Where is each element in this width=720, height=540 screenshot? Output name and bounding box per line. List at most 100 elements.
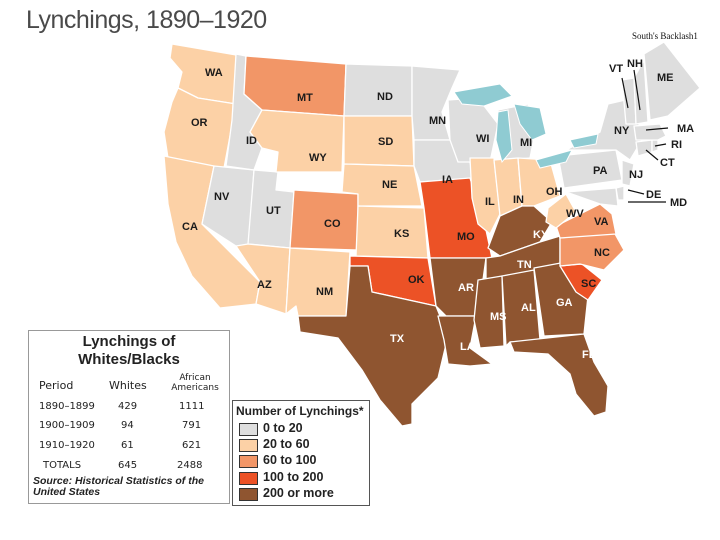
state-mn <box>411 65 461 141</box>
state-label-ar: AR <box>458 282 474 294</box>
legend-label: 200 or more <box>263 486 334 500</box>
header-whites: Whites <box>109 379 147 392</box>
table-row: 1900–1909 94 791 <box>29 420 229 438</box>
legend-swatch <box>239 455 258 468</box>
header-period: Period <box>39 379 74 392</box>
state-mt <box>243 55 347 117</box>
state-label-nd: ND <box>377 91 393 103</box>
cell-period: TOTALS <box>43 460 82 471</box>
legend-label: 20 to 60 <box>263 437 310 451</box>
state-label-wv: WV <box>566 208 584 220</box>
state-wv <box>545 193 577 229</box>
state-label-ri: RI <box>671 139 682 151</box>
state-label-ga: GA <box>556 297 573 309</box>
legend-swatch <box>239 488 258 501</box>
cell-african: 2488 <box>177 460 203 471</box>
state-label-al: AL <box>521 302 536 314</box>
cell-period: 1890–1899 <box>39 401 95 412</box>
state-label-ok: OK <box>408 274 425 286</box>
state-label-va: VA <box>594 216 609 228</box>
state-label-tn: TN <box>517 259 532 271</box>
lake-ontario <box>569 133 599 149</box>
leader-line <box>633 69 641 111</box>
state-label-de: DE <box>646 189 661 201</box>
header-african-line2: Americans <box>171 383 219 393</box>
legend-swatch <box>239 439 258 452</box>
lake-michigan <box>495 109 513 164</box>
leader-line <box>627 189 645 195</box>
state-md <box>565 187 619 207</box>
state-il <box>469 157 501 235</box>
state-label-az: AZ <box>257 279 272 291</box>
state-label-in: IN <box>513 194 524 206</box>
state-label-or: OR <box>191 117 208 129</box>
state-label-il: IL <box>485 196 495 208</box>
leader-line <box>645 149 659 161</box>
state-label-mn: MN <box>429 115 446 127</box>
state-label-nj: NJ <box>629 169 643 181</box>
state-label-mt: MT <box>297 92 313 104</box>
cell-whites: 429 <box>118 401 138 412</box>
legend-title: Number of Lynchings* <box>236 404 364 418</box>
cell-whites: 94 <box>121 420 134 431</box>
map-legend: Number of Lynchings* 0 to 20 20 to 60 60… <box>232 400 370 506</box>
state-label-me: ME <box>657 72 674 84</box>
cell-african: 791 <box>182 420 202 431</box>
cell-african: 621 <box>182 440 202 451</box>
state-label-pa: PA <box>593 165 608 177</box>
state-label-la: LA <box>460 341 475 353</box>
state-va <box>555 203 617 239</box>
state-label-id: ID <box>246 135 257 147</box>
lynchings-table: Lynchings of Whites/Blacks Period Whites… <box>28 330 230 504</box>
state-label-sc: SC <box>581 278 596 290</box>
state-label-wa: WA <box>205 67 223 79</box>
state-label-fl: FL <box>582 349 596 361</box>
state-label-tx: TX <box>390 333 405 345</box>
state-label-ca: CA <box>182 221 198 233</box>
lake-erie <box>535 149 573 169</box>
legend-swatch <box>239 472 258 485</box>
legend-label: 100 to 200 <box>263 470 324 484</box>
table-title-line2: Whites/Blacks <box>78 351 180 368</box>
table-row-totals: TOTALS 645 2488 <box>29 460 229 478</box>
leader-line <box>654 143 667 147</box>
map-subtitle: South's Backlash1 <box>632 31 698 41</box>
state-label-oh: OH <box>546 186 563 198</box>
legend-label: 60 to 100 <box>263 453 317 467</box>
state-label-mo: MO <box>457 231 475 243</box>
state-label-ct: CT <box>660 157 675 169</box>
state-label-ky: KY <box>533 229 549 241</box>
state-label-ms: MS <box>490 311 507 323</box>
state-wi <box>447 97 499 163</box>
leader-line <box>621 77 629 109</box>
cell-period: 1900–1909 <box>39 420 95 431</box>
state-ks <box>355 205 429 259</box>
state-fl <box>509 333 609 417</box>
state-ma <box>633 123 667 141</box>
state-nm <box>285 247 351 317</box>
state-label-md: MD <box>670 197 687 209</box>
state-nh <box>633 59 649 125</box>
lake-superior <box>453 83 513 107</box>
state-label-wy: WY <box>309 152 327 164</box>
header-african-line1: African <box>179 373 211 383</box>
state-label-ut: UT <box>266 205 281 217</box>
state-label-nm: NM <box>316 286 333 298</box>
state-label-mi: MI <box>520 137 532 149</box>
leader-line <box>645 127 669 131</box>
table-title: Lynchings of Whites/Blacks <box>29 333 229 369</box>
cell-whites: 61 <box>121 440 134 451</box>
state-label-nc: NC <box>594 247 610 259</box>
state-label-nv: NV <box>214 191 230 203</box>
state-label-ia: IA <box>442 174 453 186</box>
state-label-sd: SD <box>378 136 393 148</box>
state-label-ne: NE <box>382 179 397 191</box>
state-nd <box>343 63 413 117</box>
state-label-vt: VT <box>609 63 623 75</box>
state-label-co: CO <box>324 218 341 230</box>
state-wy <box>249 109 345 173</box>
legend-swatch <box>239 423 258 436</box>
header-african-americans: African Americans <box>165 373 225 393</box>
table-source: Source: Historical Statistics of the Uni… <box>33 475 204 498</box>
